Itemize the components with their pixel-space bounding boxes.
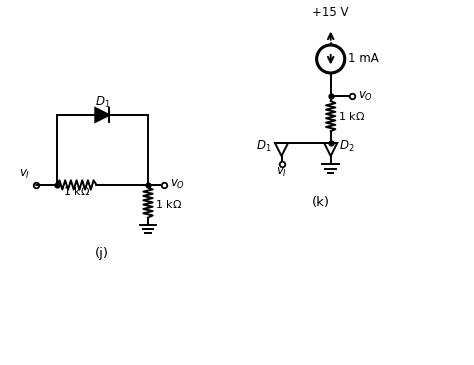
Text: $v_O$: $v_O$: [358, 90, 373, 103]
Text: (k): (k): [312, 196, 330, 209]
Text: 1 k$\Omega$: 1 k$\Omega$: [155, 197, 182, 210]
Text: 1 mA: 1 mA: [348, 53, 379, 65]
Text: (j): (j): [95, 247, 109, 260]
Text: $v_I$: $v_I$: [19, 168, 30, 181]
Text: $v_I$: $v_I$: [276, 166, 287, 179]
Text: 1 k$\Omega$: 1 k$\Omega$: [63, 185, 90, 197]
Text: $v_O$: $v_O$: [171, 178, 186, 192]
Text: 1 k$\Omega$: 1 k$\Omega$: [337, 110, 365, 122]
Text: $D_1$: $D_1$: [94, 95, 110, 110]
Polygon shape: [95, 108, 109, 122]
Text: +15 V: +15 V: [312, 6, 349, 19]
Polygon shape: [324, 143, 337, 156]
Polygon shape: [275, 143, 288, 156]
Text: $D_2$: $D_2$: [339, 139, 355, 154]
Text: $D_1$: $D_1$: [255, 139, 271, 154]
